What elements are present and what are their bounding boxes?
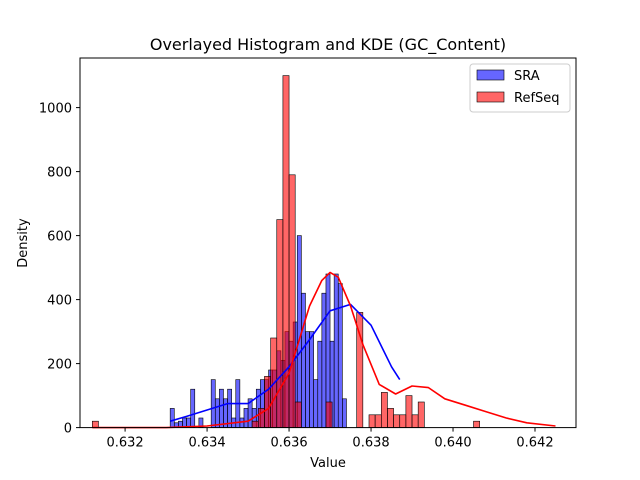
bar-refseq <box>325 401 333 428</box>
chart-title: Overlayed Histogram and KDE (GC_Content) <box>150 35 506 55</box>
bar-refseq <box>251 420 259 428</box>
y-tick-label: 1000 <box>39 102 72 117</box>
bar-refseq <box>473 420 480 428</box>
bar-sra <box>227 388 232 428</box>
y-tick-label: 0 <box>64 422 72 437</box>
plot-frame <box>79 57 577 429</box>
bar-sra <box>219 388 224 428</box>
bar-sra <box>317 340 323 428</box>
bar-sra <box>342 398 347 428</box>
legend-swatch-refseq <box>476 91 505 103</box>
bar-refseq <box>405 395 413 428</box>
bar-refseq <box>374 414 382 428</box>
bar-refseq <box>288 174 296 428</box>
x-axis-label: Value <box>310 456 346 471</box>
legend-label-refseq: RefSeq <box>514 91 560 106</box>
legend: SRA RefSeq <box>469 63 571 113</box>
bar-refseq <box>417 401 425 428</box>
y-axis-label: Density <box>16 218 31 268</box>
bar-refseq <box>368 414 376 428</box>
bar-refseq <box>380 392 388 428</box>
bar-sra <box>169 408 175 428</box>
x-tick-label: 0.640 <box>434 436 471 451</box>
bar-refseq <box>264 376 271 428</box>
x-axis: 0.632 0.634 0.636 0.638 0.640 0.642 <box>106 427 554 451</box>
bar-sra <box>190 388 196 428</box>
x-tick-label: 0.632 <box>106 436 143 451</box>
x-tick-label: 0.642 <box>516 436 553 451</box>
bar-sra <box>305 331 310 428</box>
bar-refseq <box>294 401 302 428</box>
kde-lines <box>92 271 556 429</box>
bar-refseq <box>411 414 419 428</box>
bar-sra <box>321 292 327 428</box>
x-tick-label: 0.634 <box>188 436 225 451</box>
bar-sra <box>313 379 319 428</box>
y-tick-label: 800 <box>47 166 72 181</box>
bar-refseq <box>393 414 401 428</box>
y-axis: 0 200 400 600 800 1000 <box>39 102 80 437</box>
y-tick-label: 200 <box>47 358 72 373</box>
kde-line-sra <box>169 303 401 422</box>
legend-label-sra: SRA <box>514 69 540 84</box>
bar-refseq <box>91 420 99 428</box>
bar-sra <box>210 379 216 428</box>
x-tick-label: 0.638 <box>352 436 389 451</box>
y-tick-label: 600 <box>47 230 72 245</box>
bar-sra <box>337 283 343 428</box>
bar-sra <box>301 292 306 428</box>
kde-line-refseq <box>92 271 556 429</box>
x-tick-label: 0.636 <box>270 436 307 451</box>
bar-sra <box>333 273 339 428</box>
bar-refseq <box>276 219 284 428</box>
bar-refseq <box>399 414 407 428</box>
bar-sra <box>214 398 220 428</box>
bar-sra <box>243 408 249 428</box>
bar-sra <box>296 235 302 428</box>
legend-swatch-sra <box>476 69 505 81</box>
y-tick-label: 400 <box>47 294 72 309</box>
bar-refseq <box>387 408 394 428</box>
bar-sra <box>309 331 314 428</box>
